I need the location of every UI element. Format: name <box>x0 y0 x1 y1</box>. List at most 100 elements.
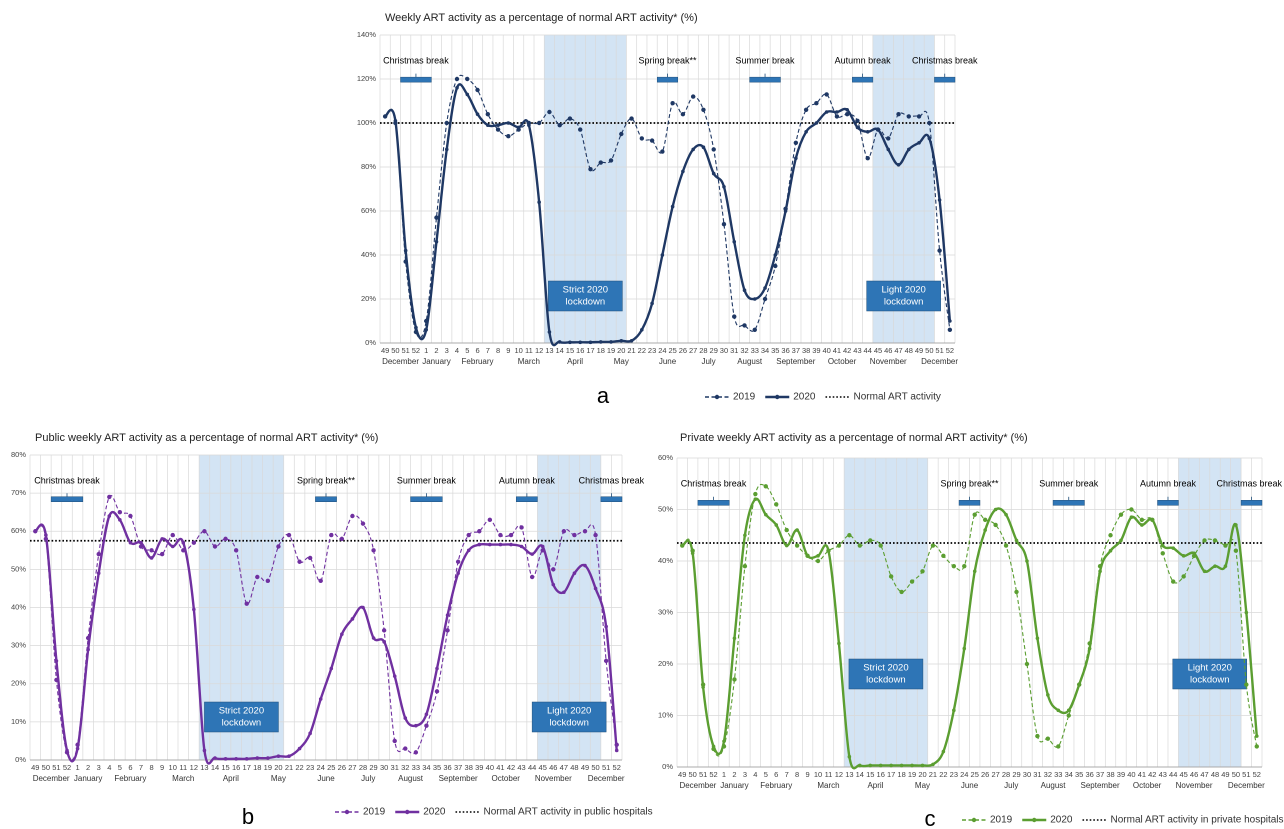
x-tick-label: 36 <box>1085 770 1093 779</box>
lockdown-box <box>204 701 279 733</box>
data-point <box>308 731 312 736</box>
x-tick-label: 17 <box>243 763 251 772</box>
data-point <box>876 127 880 132</box>
data-point <box>1150 518 1155 522</box>
x-tick-label: 38 <box>1106 770 1114 779</box>
x-tick-label: 28 <box>1002 770 1010 779</box>
data-point <box>466 532 471 538</box>
data-point <box>847 533 852 538</box>
data-point <box>1181 554 1186 558</box>
x-tick-label: 52 <box>1253 770 1261 779</box>
break-marker <box>1157 500 1179 506</box>
y-tick-label: 10% <box>658 710 673 719</box>
data-point <box>1035 733 1040 739</box>
data-point <box>1046 693 1050 697</box>
data-point <box>701 145 706 149</box>
legend-label: 2019 <box>363 807 386 818</box>
data-point <box>951 563 957 569</box>
data-point <box>711 147 716 152</box>
data-point <box>444 147 449 152</box>
data-point <box>1108 533 1113 538</box>
data-point <box>536 120 542 126</box>
data-point <box>1129 515 1134 520</box>
lockdown-label: Light 2020 <box>1188 663 1232 674</box>
data-point <box>721 222 727 227</box>
month-label: March <box>817 781 839 790</box>
x-tick-label: 11 <box>179 763 187 772</box>
data-point <box>774 523 779 527</box>
legend-marker <box>714 394 720 400</box>
y-tick-label: 80% <box>361 162 376 171</box>
data-point <box>753 497 758 502</box>
data-point <box>117 509 123 515</box>
data-point <box>233 548 239 553</box>
data-point <box>381 628 387 633</box>
data-point <box>1140 523 1144 527</box>
x-tick-label: 49 <box>581 763 589 772</box>
break-label: Spring break** <box>940 479 999 489</box>
data-point <box>382 640 386 644</box>
x-tick-label: 6 <box>774 770 778 779</box>
data-point <box>244 601 249 606</box>
month-label: April <box>223 774 239 783</box>
data-point <box>371 548 376 553</box>
x-tick-label: 11 <box>825 770 833 779</box>
data-point <box>1119 538 1123 543</box>
x-tick-label: 21 <box>929 770 937 779</box>
data-point <box>485 112 491 117</box>
legend-label: Normal ART activity in private hospitals <box>1111 815 1284 826</box>
x-tick-label: 44 <box>528 763 536 772</box>
chart: Private weekly ART activity as a percent… <box>658 432 1284 829</box>
data-point <box>547 109 552 115</box>
x-tick-label: 39 <box>475 763 483 772</box>
x-tick-label: 43 <box>853 346 861 355</box>
data-point <box>498 532 503 538</box>
data-point <box>927 136 932 141</box>
y-tick-label: 10% <box>11 717 26 726</box>
x-tick-label: 37 <box>792 346 800 355</box>
data-point <box>836 543 842 548</box>
y-tick-label: 0% <box>15 755 26 764</box>
data-point <box>993 507 998 512</box>
data-point <box>1234 523 1238 527</box>
data-point <box>578 127 583 132</box>
data-point <box>722 739 726 744</box>
data-point <box>33 529 38 534</box>
lockdown-label: Strict 2020 <box>563 285 608 296</box>
data-point <box>1254 734 1259 738</box>
data-point <box>609 340 613 344</box>
break-marker <box>315 496 337 502</box>
data-point <box>537 200 541 204</box>
x-tick-label: 32 <box>401 763 409 772</box>
x-tick-label: 44 <box>1169 770 1177 779</box>
data-point <box>486 123 490 127</box>
data-point <box>498 542 503 547</box>
data-point <box>983 528 987 532</box>
x-tick-label: 45 <box>1179 770 1187 779</box>
data-point <box>1035 636 1040 641</box>
x-tick-label: 31 <box>391 763 399 772</box>
month-label: October <box>828 357 857 366</box>
break-label: Christmas break <box>681 479 747 489</box>
data-point <box>455 559 461 564</box>
x-tick-label: 45 <box>539 763 547 772</box>
x-tick-label: 33 <box>751 346 759 355</box>
data-point <box>1213 564 1217 568</box>
data-point <box>588 340 593 345</box>
data-point <box>297 746 302 751</box>
data-point <box>276 754 281 758</box>
data-point <box>1202 538 1207 543</box>
lockdown-label: Light 2020 <box>547 706 591 717</box>
lockdown-label: lockdown <box>222 718 262 729</box>
data-point <box>722 185 726 189</box>
data-point <box>547 330 552 334</box>
data-point <box>568 340 572 345</box>
data-point <box>403 716 408 720</box>
x-tick-label: 2 <box>86 763 90 772</box>
x-tick-label: 35 <box>771 346 779 355</box>
data-point <box>1181 574 1186 579</box>
break-label: Spring break** <box>297 475 356 485</box>
data-point <box>572 532 577 538</box>
data-point <box>424 723 429 728</box>
lockdown-box <box>866 280 941 312</box>
